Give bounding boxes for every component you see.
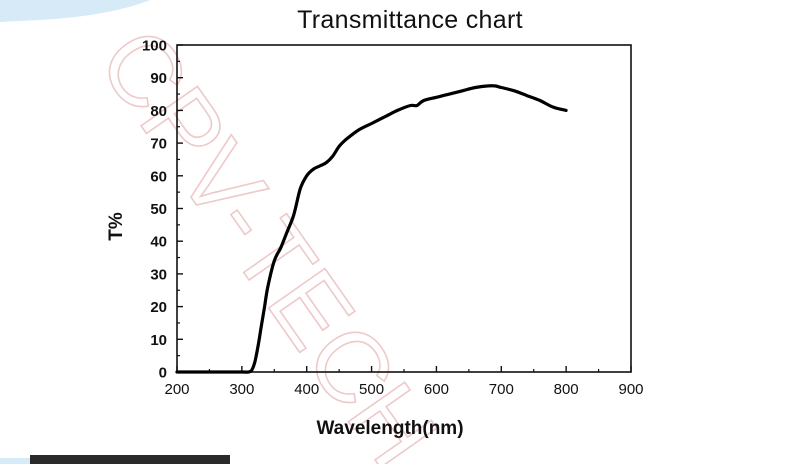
x-tick-label: 400: [294, 381, 319, 398]
x-tick-label: 700: [489, 381, 514, 398]
x-tick-label: 300: [229, 381, 254, 398]
x-tick-label: 500: [359, 381, 384, 398]
x-tick-label: 600: [424, 381, 449, 398]
y-tick-label: 80: [150, 103, 167, 120]
series-line-0: [175, 84, 568, 374]
y-tick-label: 90: [150, 70, 167, 87]
x-tick-label: 200: [164, 381, 189, 398]
watermark: CPV-TECH: [77, 8, 459, 464]
y-tick-label: 20: [150, 299, 167, 316]
top-decoration: [0, 0, 150, 22]
y-tick-label: 70: [150, 136, 167, 153]
y-tick-label: 30: [150, 266, 167, 283]
x-tick-label: 800: [554, 381, 579, 398]
y-tick-label: 50: [150, 201, 167, 218]
y-axis-label: T%: [106, 212, 127, 241]
y-tick-label: 100: [142, 38, 167, 55]
y-tick-label: 60: [150, 168, 167, 185]
x-axis-label: Wavelength(nm): [316, 418, 463, 439]
y-tick-label: 0: [159, 365, 167, 382]
y-tick-label: 40: [150, 234, 167, 251]
y-tick-label: 10: [150, 332, 167, 349]
x-tick-label: 900: [618, 381, 643, 398]
bottom-decoration: [0, 455, 230, 464]
chart-title: Transmittance chart: [297, 6, 523, 34]
